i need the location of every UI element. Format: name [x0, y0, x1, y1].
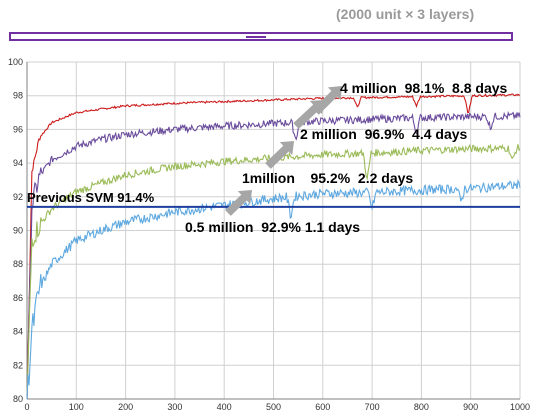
y-tick-label: 100 — [8, 57, 23, 67]
y-tick-label: 86 — [13, 293, 23, 303]
progress-arrow-1 — [265, 141, 294, 169]
y-tick-label: 94 — [13, 158, 23, 168]
y-tick-label: 96 — [13, 124, 23, 134]
chart-title: (2000 unit × 3 layers) — [336, 6, 475, 22]
series-line-0 — [26, 93, 521, 400]
title-underline-bar — [9, 32, 513, 41]
progress-arrow-3 — [313, 86, 342, 115]
x-tick-label: 600 — [315, 402, 330, 412]
x-tick-label: 300 — [167, 402, 182, 412]
y-tick-label: 80 — [13, 394, 23, 404]
x-tick-label: 500 — [266, 402, 281, 412]
y-tick-label: 82 — [13, 360, 23, 370]
svm-reference-label: Previous SVM 91.4% — [27, 190, 155, 205]
annotation-0-5-million: 0.5 million 92.9% 1.1 days — [185, 219, 360, 235]
series-group — [26, 93, 521, 400]
x-tick-label: 1000 — [510, 402, 530, 412]
progress-arrow-0 — [225, 190, 252, 216]
x-tick-label: 400 — [217, 402, 232, 412]
x-tick-label: 900 — [463, 402, 478, 412]
x-tick-label: 0 — [24, 402, 29, 412]
x-tick-label: 100 — [69, 402, 84, 412]
y-tick-label: 92 — [13, 192, 23, 202]
title-underline-mark — [246, 36, 266, 38]
x-tick-label: 700 — [365, 402, 380, 412]
annotation-1-million: 1million 95.2% 2.2 days — [242, 170, 413, 186]
y-tick-label: 90 — [13, 226, 23, 236]
annotation-2-million: 2 million 96.9% 4.4 days — [300, 126, 468, 142]
series-line-3 — [26, 178, 521, 400]
annotation-4-million: 4 million 98.1% 8.8 days — [340, 80, 508, 96]
y-tick-label: 84 — [13, 327, 23, 337]
x-tick-label: 800 — [414, 402, 429, 412]
y-tick-label: 98 — [13, 91, 23, 101]
grid — [26, 61, 521, 400]
x-tick-label: 200 — [118, 402, 133, 412]
y-tick-label: 88 — [13, 259, 23, 269]
arrows-group — [225, 86, 342, 216]
series-line-1 — [26, 110, 521, 400]
